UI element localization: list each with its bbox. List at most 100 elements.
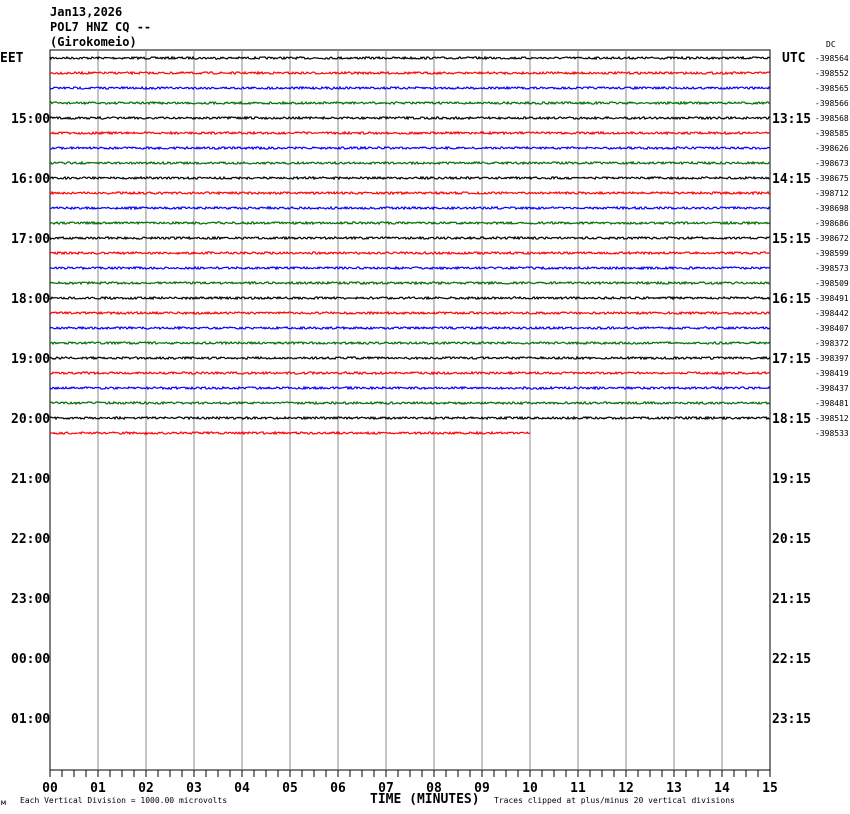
plot-frame (49, 49, 771, 771)
trace-offset-label: -398599 (815, 249, 849, 258)
trace-offset-label: -398407 (815, 324, 849, 333)
seismic-trace (49, 310, 771, 316)
x-tick-label: 02 (138, 781, 154, 796)
right-hour-label: 23:15 (772, 712, 811, 727)
seismic-trace (49, 235, 771, 241)
seismic-trace (49, 340, 771, 346)
right-hour-label: 14:15 (772, 172, 811, 187)
x-tick-label: 15 (762, 781, 778, 796)
x-tick-label: 08 (426, 781, 442, 796)
left-hour-label: 17:00 (11, 232, 50, 247)
x-tick-label: 06 (330, 781, 346, 796)
trace-offset-label: -398419 (815, 369, 849, 378)
trace-offset-label: -398566 (815, 99, 849, 108)
right-hour-label: 20:15 (772, 532, 811, 547)
x-tick-label: 05 (282, 781, 298, 796)
right-hour-label: 15:15 (772, 232, 811, 247)
trace-offset-label: -398509 (815, 279, 849, 288)
seismic-trace (49, 295, 771, 301)
seismic-trace (49, 325, 771, 331)
trace-offset-label: -398675 (815, 174, 849, 183)
left-hour-label: 19:00 (11, 352, 50, 367)
left-hour-label: 16:00 (11, 172, 50, 187)
seismic-trace (49, 175, 771, 181)
seismic-trace (49, 430, 531, 436)
left-hour-label: 22:00 (11, 532, 50, 547)
seismic-trace (49, 220, 771, 226)
right-hour-label: 22:15 (772, 652, 811, 667)
seismic-trace (49, 355, 771, 361)
x-tick-label: 12 (618, 781, 634, 796)
trace-offset-label: -398491 (815, 294, 849, 303)
left-hour-label: 00:00 (11, 652, 50, 667)
seismic-trace (49, 130, 771, 136)
trace-offset-label: -398686 (815, 219, 849, 228)
x-tick-label: 10 (522, 781, 538, 796)
seismic-trace (49, 415, 771, 421)
trace-offset-label: -398372 (815, 339, 849, 348)
left-timezone: EET (0, 51, 24, 66)
seismic-trace (49, 55, 771, 61)
trace-offset-label: -398512 (815, 414, 849, 423)
seismic-trace (49, 160, 771, 166)
seismic-trace (49, 250, 771, 256)
x-axis-label: TIME (MINUTES) (370, 792, 480, 807)
trace-offset-label: -398672 (815, 234, 849, 243)
trace-offset-label: -398712 (815, 189, 849, 198)
seismic-trace (49, 280, 771, 286)
corner-mark: м (1, 798, 6, 807)
seismic-trace (50, 205, 771, 211)
left-hour-label: 01:00 (11, 712, 50, 727)
seismic-trace (49, 370, 771, 376)
seismic-trace (49, 400, 771, 406)
right-hour-label: 18:15 (772, 412, 811, 427)
station-label: POL7 HNZ CQ -- (50, 20, 151, 34)
right-timezone: UTC (782, 51, 805, 66)
left-hour-label: 18:00 (11, 292, 50, 307)
x-tick-label: 07 (378, 781, 394, 796)
right-hour-label: 21:15 (772, 592, 811, 607)
x-tick-label: 01 (90, 781, 106, 796)
trace-offset-label: -398533 (815, 429, 849, 438)
trace-offset-label: -398481 (815, 399, 849, 408)
left-hour-label: 23:00 (11, 592, 50, 607)
trace-offset-label: -398564 (815, 54, 849, 63)
seismic-trace (49, 70, 771, 76)
left-hour-label: 20:00 (11, 412, 50, 427)
right-hour-label: 16:15 (772, 292, 811, 307)
trace-offset-label: -398565 (815, 84, 849, 93)
trace-offset-label: -398626 (815, 144, 849, 153)
seismic-trace (49, 100, 771, 106)
seismic-trace (49, 265, 771, 271)
x-tick-label: 00 (42, 781, 58, 796)
trace-offset-label: -398397 (815, 354, 849, 363)
trace-offset-label: -398552 (815, 69, 849, 78)
trace-offset-label: -398442 (815, 309, 849, 318)
date-label: Jan13,2026 (50, 5, 122, 19)
trace-offset-label: -398698 (815, 204, 849, 213)
dc-label: DC (826, 40, 836, 49)
x-tick-label: 09 (474, 781, 490, 796)
trace-offset-label: -398573 (815, 264, 849, 273)
trace-offset-label: -398568 (815, 114, 849, 123)
x-tick-label: 13 (666, 781, 682, 796)
trace-offset-label: -398585 (815, 129, 849, 138)
x-tick-label: 14 (714, 781, 730, 796)
trace-offset-label: -398673 (815, 159, 849, 168)
x-tick-label: 04 (234, 781, 250, 796)
left-hour-label: 15:00 (11, 112, 50, 127)
location-label: (Girokomeio) (50, 35, 137, 49)
seismic-trace (49, 85, 771, 91)
trace-offset-label: -398437 (815, 384, 849, 393)
seismic-trace (49, 145, 771, 151)
seismic-trace (49, 115, 771, 121)
right-hour-label: 17:15 (772, 352, 811, 367)
seismic-trace (49, 190, 771, 196)
right-hour-label: 13:15 (772, 112, 811, 127)
scale-note: Each Vertical Division = 1000.00 microvo… (20, 796, 227, 805)
left-hour-label: 21:00 (11, 472, 50, 487)
right-hour-label: 19:15 (772, 472, 811, 487)
seismic-trace (49, 385, 771, 391)
x-tick-label: 11 (570, 781, 586, 796)
